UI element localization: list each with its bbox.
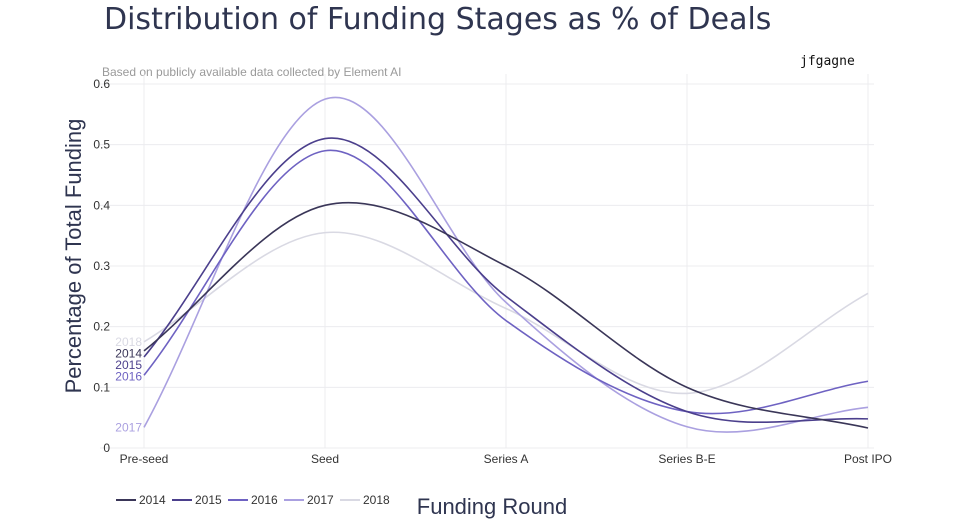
- x-tick-post-ipo: Post IPO: [844, 452, 892, 466]
- end-label-2015: 2015: [115, 358, 142, 372]
- x-tick-pre-seed: Pre-seed: [120, 452, 169, 466]
- x-tick-labels: Pre-seed Seed Series A Series B-E Post IPO: [120, 452, 892, 466]
- y-tick-label: 0.4: [93, 198, 110, 212]
- end-label-2017: 2017: [115, 420, 142, 434]
- series-line-2016: [143, 149, 869, 415]
- legend-item-2017[interactable]: 2017: [284, 493, 334, 507]
- y-tick-labels: 0 0.1 0.2 0.3 0.4 0.5 0.6: [93, 77, 110, 455]
- y-tick-label: 0.6: [93, 77, 110, 91]
- legend-label: 2017: [307, 493, 334, 507]
- y-tick-label: 0.2: [93, 320, 110, 334]
- series-line-2015: [143, 137, 869, 424]
- legend-item-2016[interactable]: 2016: [228, 493, 278, 507]
- legend: 2014 2015 2016 2017 2018: [116, 493, 390, 507]
- y-tick-label: 0.1: [93, 380, 110, 394]
- chart-title: Distribution of Funding Stages as % of D…: [104, 2, 772, 37]
- legend-label: 2014: [139, 493, 166, 507]
- legend-label: 2016: [251, 493, 278, 507]
- series-line-2017: [143, 96, 869, 433]
- x-tick-seed: Seed: [311, 452, 339, 466]
- series-lines: [143, 96, 869, 433]
- y-tick-label: 0: [103, 441, 110, 455]
- end-label-2016: 2016: [115, 369, 142, 383]
- x-tick-series-b-e: Series B-E: [658, 452, 715, 466]
- x-axis-label: Funding Round: [416, 494, 568, 519]
- legend-item-2018[interactable]: 2018: [340, 493, 390, 507]
- legend-item-2014[interactable]: 2014: [116, 493, 166, 507]
- grid-lines: [100, 74, 874, 449]
- y-tick-label: 0.3: [93, 259, 110, 273]
- end-label-2014: 2014: [115, 346, 142, 360]
- series-line-2018: [143, 231, 869, 395]
- end-label-2018: 2018: [115, 335, 142, 349]
- y-tick-label: 0.5: [93, 138, 110, 152]
- x-tick-series-a: Series A: [484, 452, 529, 466]
- legend-label: 2015: [195, 493, 222, 507]
- author-watermark: jfgagne: [800, 54, 855, 69]
- chart-subtitle: Based on publicly available data collect…: [102, 65, 402, 79]
- legend-label: 2018: [363, 493, 390, 507]
- legend-item-2015[interactable]: 2015: [172, 493, 222, 507]
- series-line-2014: [143, 201, 869, 429]
